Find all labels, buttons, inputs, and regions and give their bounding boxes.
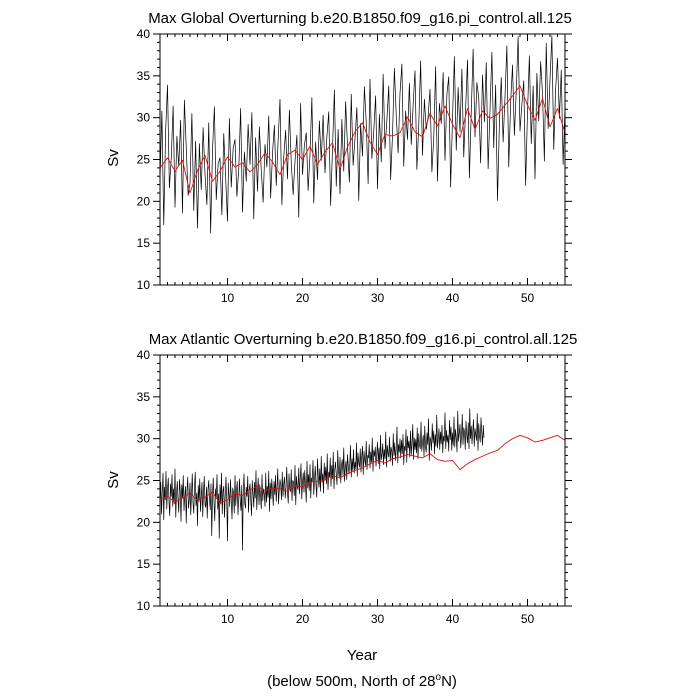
y-tick-label: 20 — [137, 194, 151, 208]
x-tick-label: 20 — [296, 612, 310, 626]
plot-frame — [159, 354, 566, 607]
global-overturning-panel: Max Global Overturning b.e20.B1850.f09_g… — [105, 10, 572, 305]
axis-tick-labels: 10 20 30 40 50 10 15 20 25 30 35 40 — [137, 27, 535, 305]
footnote-prefix: (below 500m, North of 28 — [267, 673, 435, 690]
y-tick-label: 20 — [137, 515, 151, 529]
x-tick-label: 20 — [296, 291, 310, 305]
y-tick-label: 30 — [137, 111, 151, 125]
y-axis-label: Sv — [105, 149, 122, 167]
plot-area — [159, 35, 566, 234]
y-tick-label: 15 — [137, 236, 151, 250]
footnote-superscript: o — [436, 672, 442, 683]
x-tick-label: 40 — [446, 291, 460, 305]
footnote: (below 500m, North of 28oN) — [267, 672, 457, 690]
axis-ticks — [153, 354, 572, 607]
annual-series-line — [159, 85, 566, 194]
y-tick-label: 25 — [137, 153, 151, 167]
y-tick-label: 25 — [137, 474, 151, 488]
x-tick-label: 10 — [221, 291, 235, 305]
y-axis-label: Sv — [105, 471, 122, 489]
plot-area — [159, 408, 566, 551]
plot-frame — [159, 33, 566, 286]
footnote-suffix: N) — [441, 673, 457, 690]
chart-title: Max Atlantic Overturning b.e20.B1850.f09… — [149, 331, 578, 348]
x-tick-label: 30 — [371, 612, 385, 626]
y-tick-label: 10 — [137, 599, 151, 613]
chart-title: Max Global Overturning b.e20.B1850.f09_g… — [148, 10, 572, 27]
y-tick-label: 35 — [137, 69, 151, 83]
annual-series-line — [159, 434, 566, 504]
x-tick-label: 40 — [446, 612, 460, 626]
x-axis-label: Year — [347, 647, 377, 664]
x-tick-label: 10 — [221, 612, 235, 626]
y-tick-label: 15 — [137, 557, 151, 571]
monthly-series-line — [159, 35, 566, 234]
x-tick-label: 50 — [521, 612, 535, 626]
y-tick-label: 30 — [137, 432, 151, 446]
y-tick-label: 10 — [137, 278, 151, 292]
x-tick-label: 50 — [521, 291, 535, 305]
y-tick-label: 40 — [137, 348, 151, 362]
y-tick-label: 35 — [137, 390, 151, 404]
x-tick-label: 30 — [371, 291, 385, 305]
monthly-series-line — [159, 408, 485, 551]
axis-tick-labels: 10 20 30 40 50 10 15 20 25 30 35 40 — [137, 348, 535, 626]
y-tick-label: 40 — [137, 27, 151, 41]
atlantic-overturning-panel: Max Atlantic Overturning b.e20.B1850.f09… — [105, 331, 577, 664]
